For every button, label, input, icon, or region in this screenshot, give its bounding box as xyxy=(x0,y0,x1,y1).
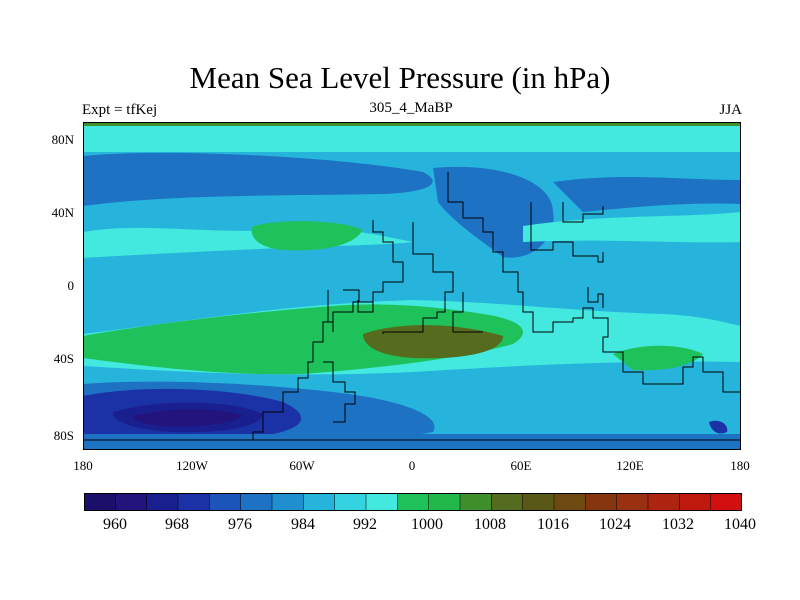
colorbar-cell xyxy=(177,493,211,511)
colorbar-cell xyxy=(459,493,493,511)
south-atlantic-high xyxy=(363,325,503,359)
colorbar-cell xyxy=(365,493,399,511)
lat-tick-80n: 80N xyxy=(51,132,74,147)
north-pacific-low xyxy=(83,152,433,206)
period-label: 305_4_MaBP xyxy=(369,100,453,116)
colorbar-cell xyxy=(334,493,367,511)
map-title: Mean Sea Level Pressure (in hPa) xyxy=(189,60,611,95)
equatorial-band xyxy=(83,269,741,308)
colorbar-label-1024: 1024 xyxy=(599,516,631,533)
colorbar-label-960: 960 xyxy=(103,516,127,533)
colorbar-cell xyxy=(585,493,618,511)
colorbar-cell xyxy=(428,493,461,511)
north-atlantic-low xyxy=(553,176,741,212)
colorbar-label-968: 968 xyxy=(165,516,189,533)
lat-tick-80s: 80S xyxy=(53,428,74,443)
season-label: JJA xyxy=(719,102,742,118)
map-frame xyxy=(83,122,741,450)
colorbar-cell xyxy=(115,493,148,511)
colorbar-label-1008: 1008 xyxy=(474,516,506,533)
pacific-high xyxy=(251,221,363,251)
lon-tick-180-west: 180 xyxy=(73,458,93,473)
colorbar-cell xyxy=(616,493,649,511)
lon-tick-60w: 60W xyxy=(289,458,315,473)
colorbar-cell xyxy=(209,493,242,511)
colorbar-label-1040: 1040 xyxy=(724,516,756,533)
antarctic-band xyxy=(83,434,741,450)
lon-tick-120e: 120E xyxy=(616,458,644,473)
lon-tick-60e: 60E xyxy=(510,458,532,473)
colorbar-cell xyxy=(271,493,305,511)
lon-tick-180-east: 180 xyxy=(730,458,750,473)
colorbar-cell xyxy=(647,493,681,511)
colorbar-label-1032: 1032 xyxy=(662,516,694,533)
colorbar-cell xyxy=(146,493,179,511)
colorbar-cell xyxy=(491,493,524,511)
colorbar-label-1000: 1000 xyxy=(411,516,443,533)
lat-tick-40s: 40S xyxy=(53,351,74,366)
colorbar-cell xyxy=(84,493,117,511)
colorbar-cell xyxy=(710,493,742,511)
arctic-band xyxy=(83,126,741,152)
colorbar-label-992: 992 xyxy=(353,516,377,533)
colorbar-cell xyxy=(553,493,587,511)
colorbar-cell xyxy=(679,493,712,511)
colorbar-cell xyxy=(522,493,555,511)
coastlines xyxy=(83,172,741,441)
subtropic-band-east xyxy=(523,212,741,243)
colorbar xyxy=(84,493,742,511)
deep-low-core xyxy=(133,409,243,427)
experiment-label: Expt = tfKej xyxy=(82,102,158,118)
pressure-map xyxy=(83,122,741,450)
colorbar-cell xyxy=(240,493,273,511)
north-edge-band xyxy=(83,122,741,126)
colorbar-label-976: 976 xyxy=(228,516,252,533)
colorbar-cell xyxy=(303,493,336,511)
colorbar-label-984: 984 xyxy=(291,516,315,533)
small-low-east xyxy=(709,420,728,434)
lon-tick-120w: 120W xyxy=(176,458,208,473)
colorbar-label-1016: 1016 xyxy=(537,516,569,533)
lat-tick-40n: 40N xyxy=(51,205,74,220)
colorbar-cell xyxy=(397,493,430,511)
lon-tick-0: 0 xyxy=(408,458,416,473)
southern-high-east xyxy=(613,345,703,371)
lat-tick-0: 0 xyxy=(67,278,75,293)
